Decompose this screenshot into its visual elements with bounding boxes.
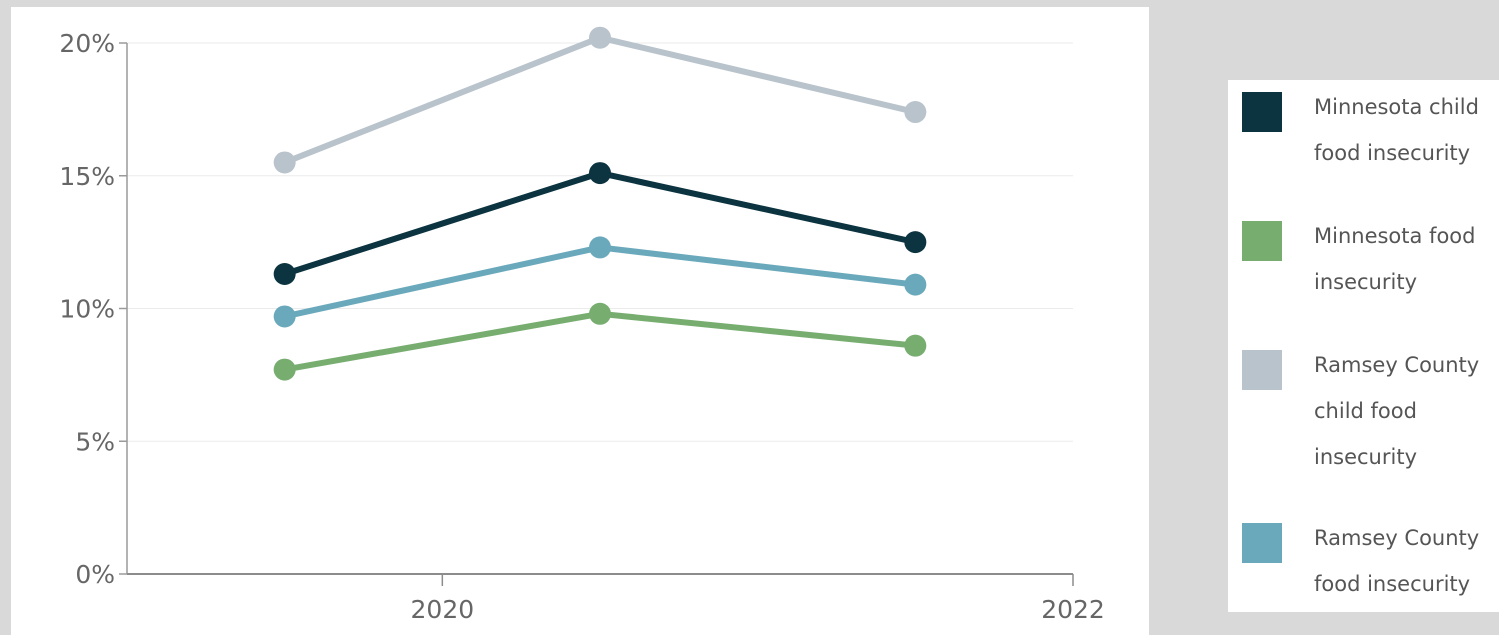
series-line: [281, 170, 919, 277]
chart-panel: 0% 5% 10% 15% 20% 2020 2022: [11, 7, 1149, 635]
legend: Minnesota child food insecurity Minnesot…: [1228, 80, 1499, 612]
x-tick-label: 2022: [1041, 595, 1105, 624]
data-point[interactable]: [904, 273, 927, 296]
legend-label-line: Minnesota food: [1314, 224, 1476, 248]
legend-label: Ramsey County child food insecurity: [1314, 342, 1499, 480]
y-tick-label: 15%: [59, 162, 115, 191]
data-point[interactable]: [589, 302, 611, 325]
legend-label: Minnesota food insecurity: [1314, 213, 1499, 305]
series-line: [281, 34, 919, 166]
y-tick-label: 5%: [75, 427, 115, 456]
legend-label: Ramsey County food insecurity: [1314, 515, 1499, 607]
data-point[interactable]: [904, 101, 927, 124]
legend-swatch: [1242, 92, 1282, 132]
legend-label-line: Ramsey County: [1314, 353, 1480, 377]
data-point[interactable]: [273, 358, 296, 381]
x-tick-label: 2020: [411, 595, 475, 624]
data-point[interactable]: [904, 334, 927, 357]
data-point[interactable]: [589, 236, 611, 259]
series-points: [273, 26, 927, 381]
legend-swatch: [1242, 523, 1282, 563]
y-tick-label: 20%: [59, 29, 115, 58]
legend-label-line: child food: [1314, 399, 1417, 423]
legend-label-line: food insecurity: [1314, 141, 1471, 165]
y-tick-label: 10%: [59, 295, 115, 324]
legend-label-line: insecurity: [1314, 270, 1417, 294]
data-point[interactable]: [589, 162, 611, 185]
data-point[interactable]: [273, 262, 296, 285]
y-tick-label: 0%: [75, 560, 115, 589]
data-point[interactable]: [273, 305, 296, 328]
data-point[interactable]: [589, 26, 611, 49]
axes: 0% 5% 10% 15% 20% 2020 2022: [59, 29, 1104, 624]
line-chart: 0% 5% 10% 15% 20% 2020 2022: [59, 26, 1105, 624]
data-point[interactable]: [273, 151, 296, 174]
legend-label: Minnesota child food insecurity: [1314, 84, 1499, 176]
legend-swatch: [1242, 350, 1282, 390]
legend-label-line: food insecurity: [1314, 572, 1471, 596]
data-point[interactable]: [904, 231, 927, 254]
legend-label-line: insecurity: [1314, 445, 1417, 469]
legend-swatch: [1242, 221, 1282, 261]
legend-label-line: Minnesota child: [1314, 95, 1479, 119]
legend-label-line: Ramsey County: [1314, 526, 1480, 550]
